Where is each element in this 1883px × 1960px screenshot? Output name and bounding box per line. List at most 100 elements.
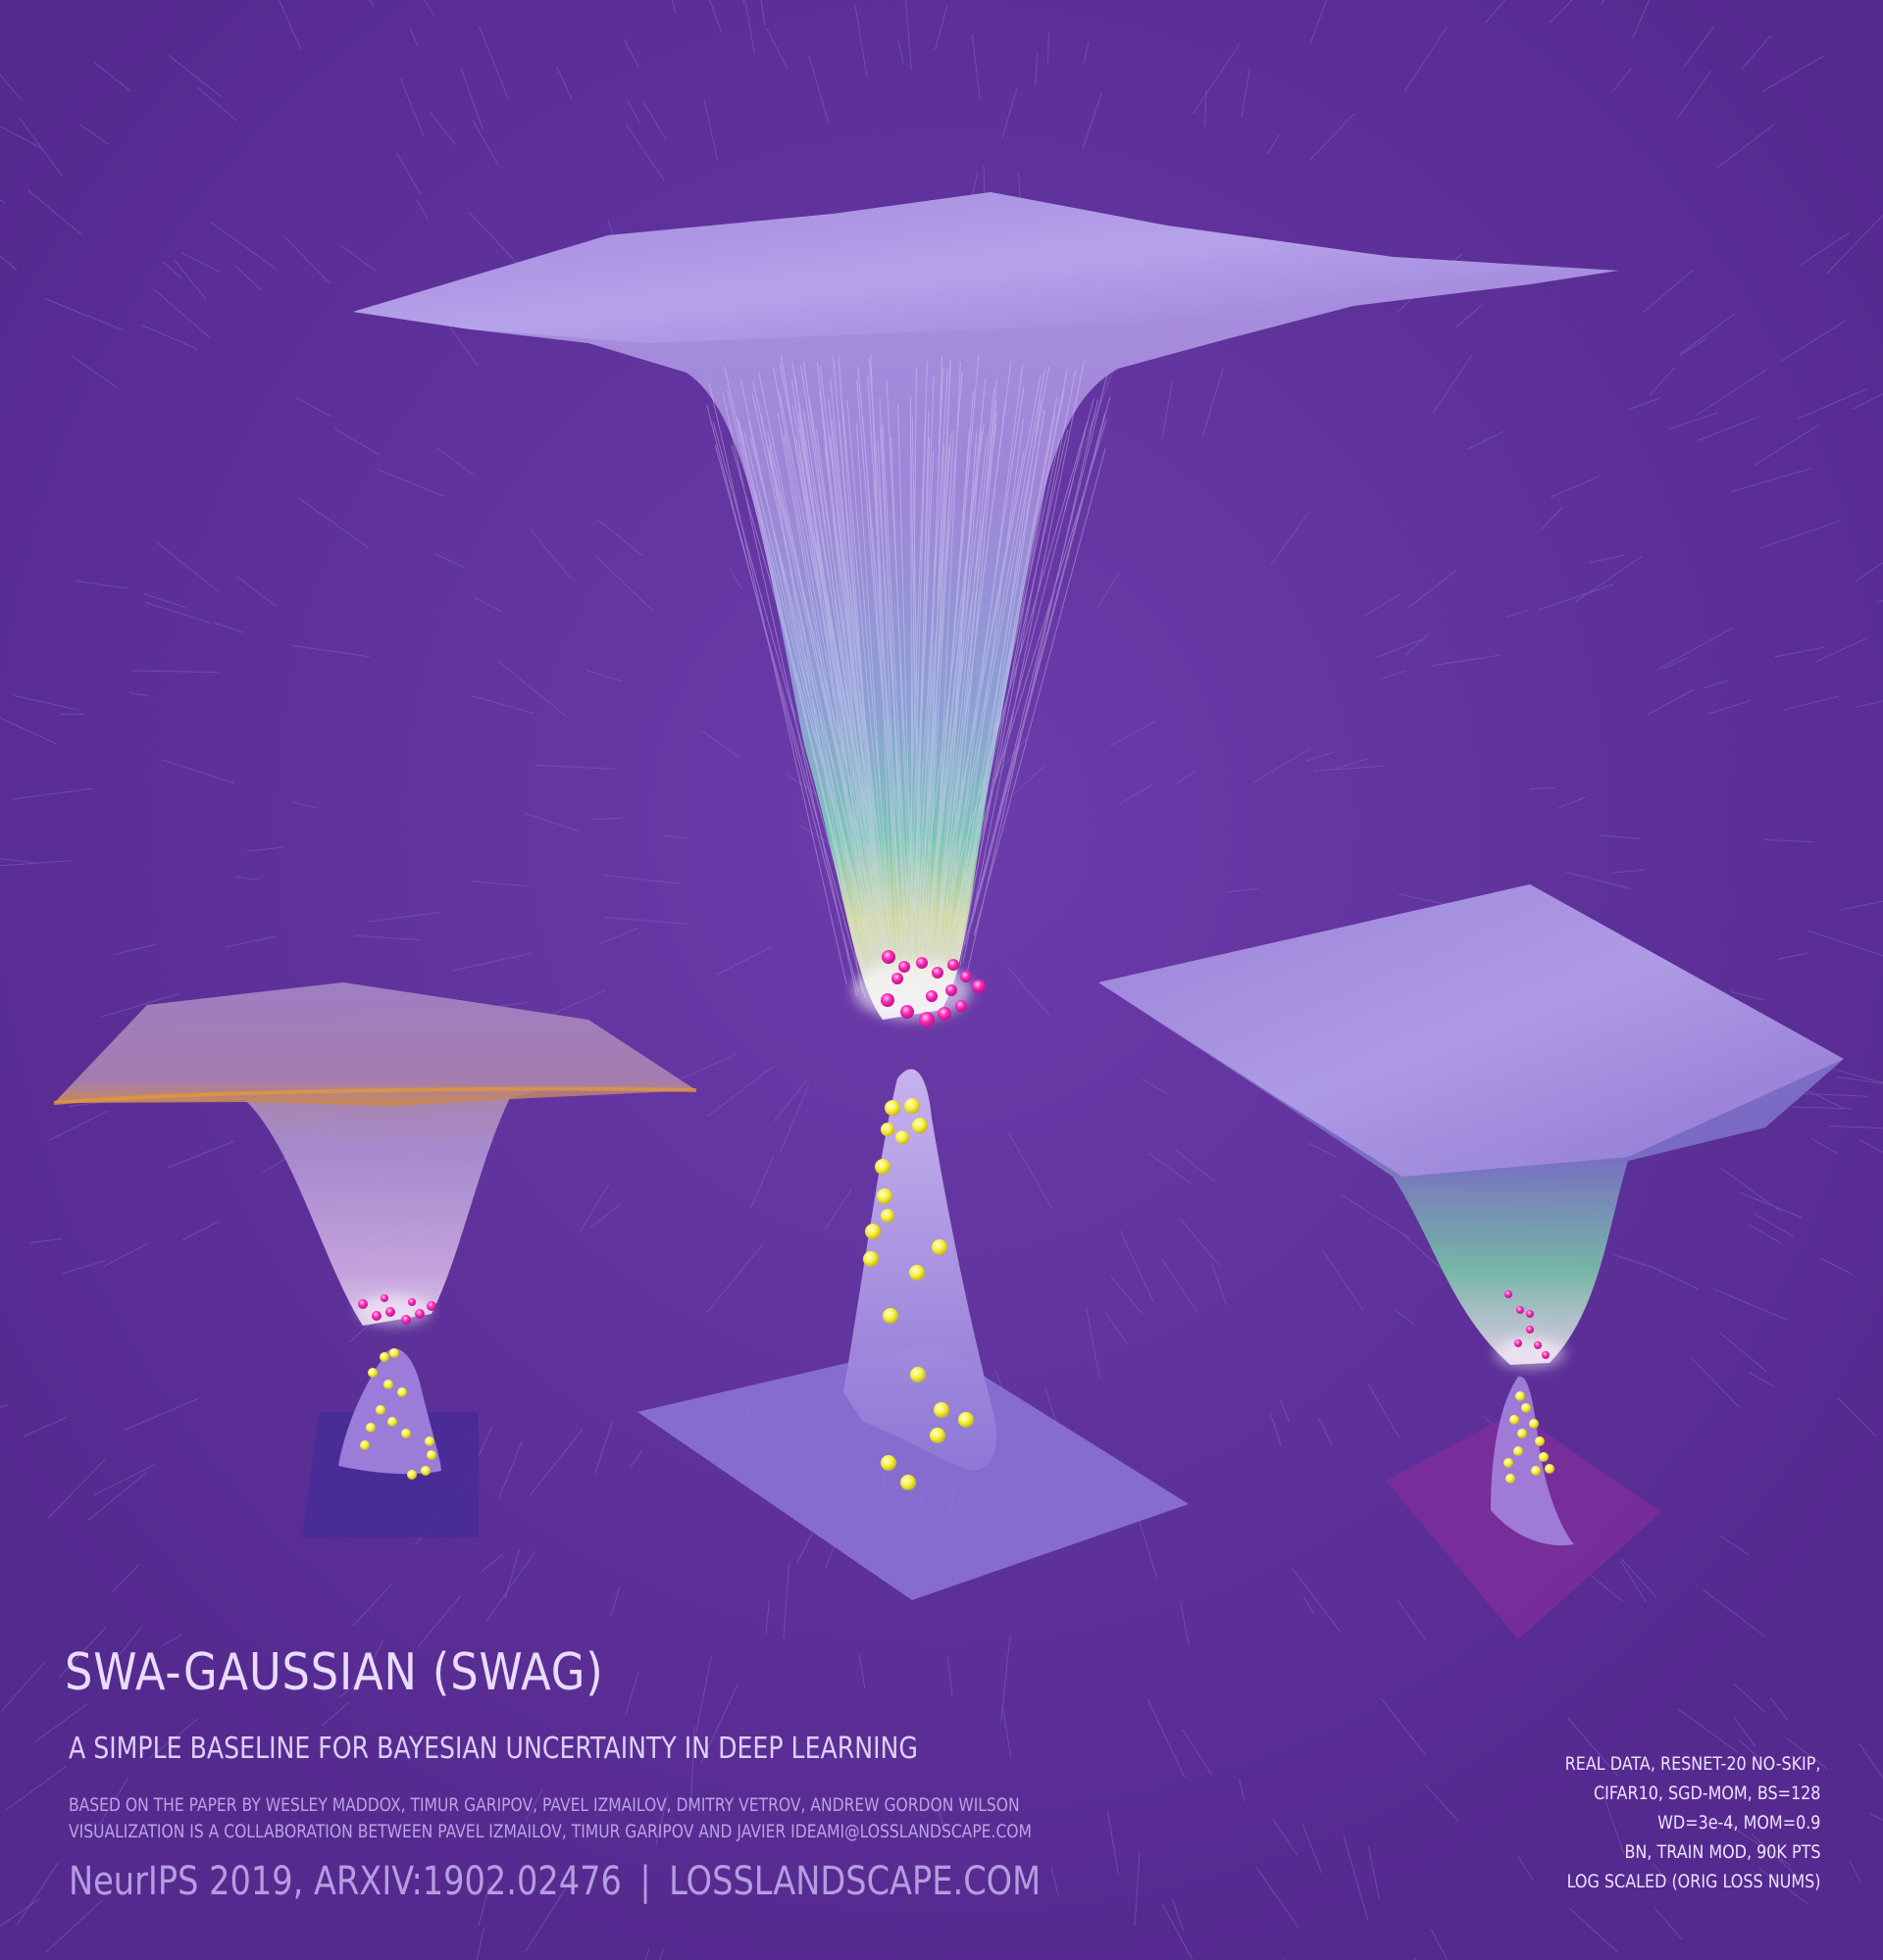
wireframe-line — [1308, 113, 1354, 162]
spec-line: LOG SCALED (ORIG LOSS NUMS) — [1566, 1871, 1820, 1892]
wireframe-line — [1538, 583, 1613, 611]
wireframe-line — [1193, 43, 1241, 115]
wireframe-line — [738, 531, 749, 563]
wireframe-line — [1713, 1288, 1789, 1321]
surface-streak — [790, 379, 882, 926]
wireframe-line — [1599, 834, 1642, 839]
surface-streak — [800, 365, 889, 947]
minimum-point — [408, 1298, 416, 1306]
wireframe-line — [291, 801, 318, 809]
surface-streak — [831, 419, 890, 931]
left-loss-surface — [53, 982, 697, 1326]
wireframe-line — [1541, 507, 1562, 530]
wireframe-line — [699, 1684, 738, 1765]
surface-streak — [913, 433, 952, 936]
wireframe-line — [1589, 554, 1625, 564]
wireframe-line — [1652, 1863, 1673, 1886]
wireframe-line — [480, 1553, 504, 1574]
wireframe-line — [4, 1766, 67, 1812]
surface-streak — [897, 404, 915, 980]
surface-streak — [913, 369, 948, 909]
surface-streak — [855, 423, 891, 932]
wireframe-line — [525, 813, 580, 831]
posterior-sample — [421, 1466, 431, 1476]
wireframe-line — [1715, 124, 1775, 170]
wireframe-line — [701, 730, 739, 758]
wireframe-line — [16, 1862, 59, 1926]
wireframe-line — [1380, 1697, 1427, 1756]
wireframe-line — [1783, 695, 1839, 711]
surface-streak — [956, 429, 1069, 922]
posterior-sample — [1521, 1403, 1531, 1413]
minimum-point — [1542, 1351, 1550, 1359]
surface-streak — [930, 390, 974, 929]
wireframe-line — [1762, 55, 1824, 92]
wireframe-line — [1006, 966, 1050, 1017]
wireframe-line — [1869, 1812, 1883, 1822]
posterior-sample — [368, 1368, 378, 1378]
minimum-point — [882, 950, 895, 964]
wireframe-line — [1381, 670, 1405, 679]
minimum-point — [372, 1311, 382, 1321]
wireframe-line — [1302, 1596, 1315, 1615]
wireframe-line — [1455, 303, 1484, 327]
minimum-point — [1534, 1341, 1542, 1349]
wireframe-line — [1396, 1598, 1427, 1641]
minimum-point — [900, 1005, 914, 1019]
surface-streak — [830, 377, 886, 964]
surface-streak — [910, 396, 913, 999]
surface-streak — [773, 368, 881, 952]
posterior-sample — [912, 1118, 928, 1133]
posterior-sample — [881, 1455, 896, 1471]
footer-site-link[interactable]: LOSSLANDSCAPE.COM — [669, 1859, 1042, 1904]
surface-streak — [911, 376, 935, 999]
surface-streak — [743, 431, 872, 953]
wireframe-line — [1858, 1139, 1883, 1153]
surface-streak — [930, 436, 988, 920]
surface-streak — [819, 390, 884, 994]
surface-streak — [935, 400, 997, 978]
minimum-point — [960, 971, 972, 982]
wireframe-line — [1363, 593, 1400, 617]
wireframe-line — [623, 39, 639, 68]
surface-streak — [846, 400, 898, 999]
wireframe-line — [1567, 1717, 1619, 1778]
wireframe-line — [946, 1656, 953, 1696]
wireframe-line — [1118, 783, 1152, 805]
wireframe-line — [1678, 1708, 1739, 1753]
wireframe-line — [1754, 424, 1820, 467]
wireframe-line — [112, 1564, 140, 1592]
wireframe-line — [1800, 232, 1850, 266]
wireframe-line — [530, 528, 572, 578]
wireframe-line — [417, 1595, 461, 1647]
minimum-point — [385, 1307, 395, 1317]
wireframe-line — [1807, 930, 1883, 957]
surface-streak — [838, 356, 883, 943]
wireframe-line — [1703, 679, 1728, 689]
surface-streak — [795, 437, 887, 914]
posterior-sample — [383, 1380, 393, 1389]
wireframe-line — [1161, 1258, 1198, 1313]
wireframe-line — [353, 1583, 392, 1626]
wireframe-line — [1858, 1742, 1883, 1780]
surface-streak — [857, 366, 905, 891]
wireframe-line — [1599, 1784, 1625, 1854]
surface-streak — [974, 396, 1111, 914]
wireframe-line — [1720, 1535, 1750, 1556]
wireframe-line — [1083, 42, 1090, 64]
wireframe-line — [1255, 1866, 1299, 1928]
spec-line: REAL DATA, RESNET-20 NO-SKIP, — [1564, 1753, 1820, 1775]
surface-streak — [925, 429, 954, 937]
surface-streak — [841, 403, 894, 981]
wireframe-line — [0, 126, 43, 150]
wireframe-line — [339, 1675, 368, 1698]
wireframe-line — [34, 1703, 88, 1743]
wireframe-line — [1175, 1149, 1215, 1181]
wireframe-line — [602, 874, 682, 884]
wireframe-line — [1676, 71, 1712, 120]
surface-streak — [882, 423, 910, 951]
surface-streak — [958, 419, 1107, 900]
surface-streak — [953, 388, 1065, 928]
wireframe-line — [1654, 1907, 1683, 1940]
